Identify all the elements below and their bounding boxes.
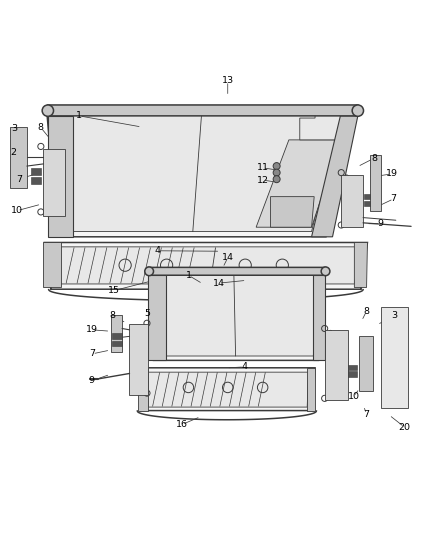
Circle shape: [42, 105, 53, 116]
Polygon shape: [160, 273, 319, 356]
Text: 7: 7: [89, 349, 95, 358]
Polygon shape: [48, 116, 73, 237]
Text: 14: 14: [222, 253, 234, 262]
Circle shape: [273, 176, 280, 183]
Text: 7: 7: [391, 195, 397, 203]
Polygon shape: [148, 275, 166, 360]
Polygon shape: [256, 140, 340, 227]
Polygon shape: [370, 155, 381, 211]
Polygon shape: [325, 330, 348, 400]
Polygon shape: [31, 177, 41, 183]
Polygon shape: [138, 368, 148, 410]
Polygon shape: [313, 275, 325, 360]
Text: 15: 15: [108, 286, 120, 295]
Polygon shape: [112, 333, 122, 338]
Text: 8: 8: [364, 306, 370, 316]
Polygon shape: [43, 149, 65, 216]
Text: 3: 3: [392, 311, 398, 320]
Text: 1: 1: [185, 271, 191, 280]
Circle shape: [352, 105, 364, 116]
Text: 13: 13: [222, 76, 234, 85]
Polygon shape: [307, 368, 315, 410]
Polygon shape: [300, 108, 357, 140]
Text: 8: 8: [38, 123, 44, 132]
Polygon shape: [111, 316, 122, 352]
Polygon shape: [43, 243, 61, 287]
Polygon shape: [147, 372, 308, 407]
Polygon shape: [271, 197, 314, 227]
Text: 2: 2: [11, 149, 17, 157]
Text: 7: 7: [364, 409, 370, 418]
Polygon shape: [31, 168, 41, 175]
Text: 10: 10: [347, 392, 360, 401]
Text: 4: 4: [241, 362, 247, 372]
Text: 5: 5: [144, 309, 150, 318]
Polygon shape: [381, 306, 408, 408]
Polygon shape: [311, 116, 358, 237]
Polygon shape: [364, 201, 370, 206]
Polygon shape: [46, 108, 357, 237]
Polygon shape: [364, 193, 370, 199]
Polygon shape: [61, 115, 340, 231]
Text: 8: 8: [109, 311, 115, 320]
Polygon shape: [48, 105, 358, 116]
Polygon shape: [148, 268, 326, 275]
Text: 3: 3: [11, 125, 17, 133]
Polygon shape: [54, 247, 361, 284]
Polygon shape: [359, 336, 373, 391]
Text: 8: 8: [371, 154, 377, 163]
Circle shape: [273, 163, 280, 169]
Text: 12: 12: [257, 175, 268, 184]
Text: 19: 19: [385, 169, 397, 179]
Circle shape: [321, 267, 330, 276]
Polygon shape: [112, 341, 122, 346]
Polygon shape: [348, 372, 357, 376]
Text: 14: 14: [213, 279, 225, 288]
Text: 7: 7: [16, 175, 22, 184]
Text: 10: 10: [11, 206, 23, 215]
Text: 11: 11: [257, 163, 268, 172]
Text: 9: 9: [88, 376, 95, 385]
Polygon shape: [44, 243, 367, 289]
Text: 4: 4: [155, 246, 161, 255]
Text: 9: 9: [378, 219, 384, 228]
Polygon shape: [138, 368, 315, 410]
Polygon shape: [348, 365, 357, 370]
Polygon shape: [148, 269, 325, 360]
Polygon shape: [11, 127, 27, 188]
Text: 20: 20: [399, 423, 410, 432]
Polygon shape: [341, 175, 363, 227]
Text: 19: 19: [85, 325, 98, 334]
Polygon shape: [354, 243, 367, 287]
Text: 16: 16: [176, 420, 188, 429]
Polygon shape: [130, 324, 148, 395]
Circle shape: [145, 267, 153, 276]
Text: 1: 1: [76, 111, 82, 120]
Circle shape: [273, 169, 280, 176]
